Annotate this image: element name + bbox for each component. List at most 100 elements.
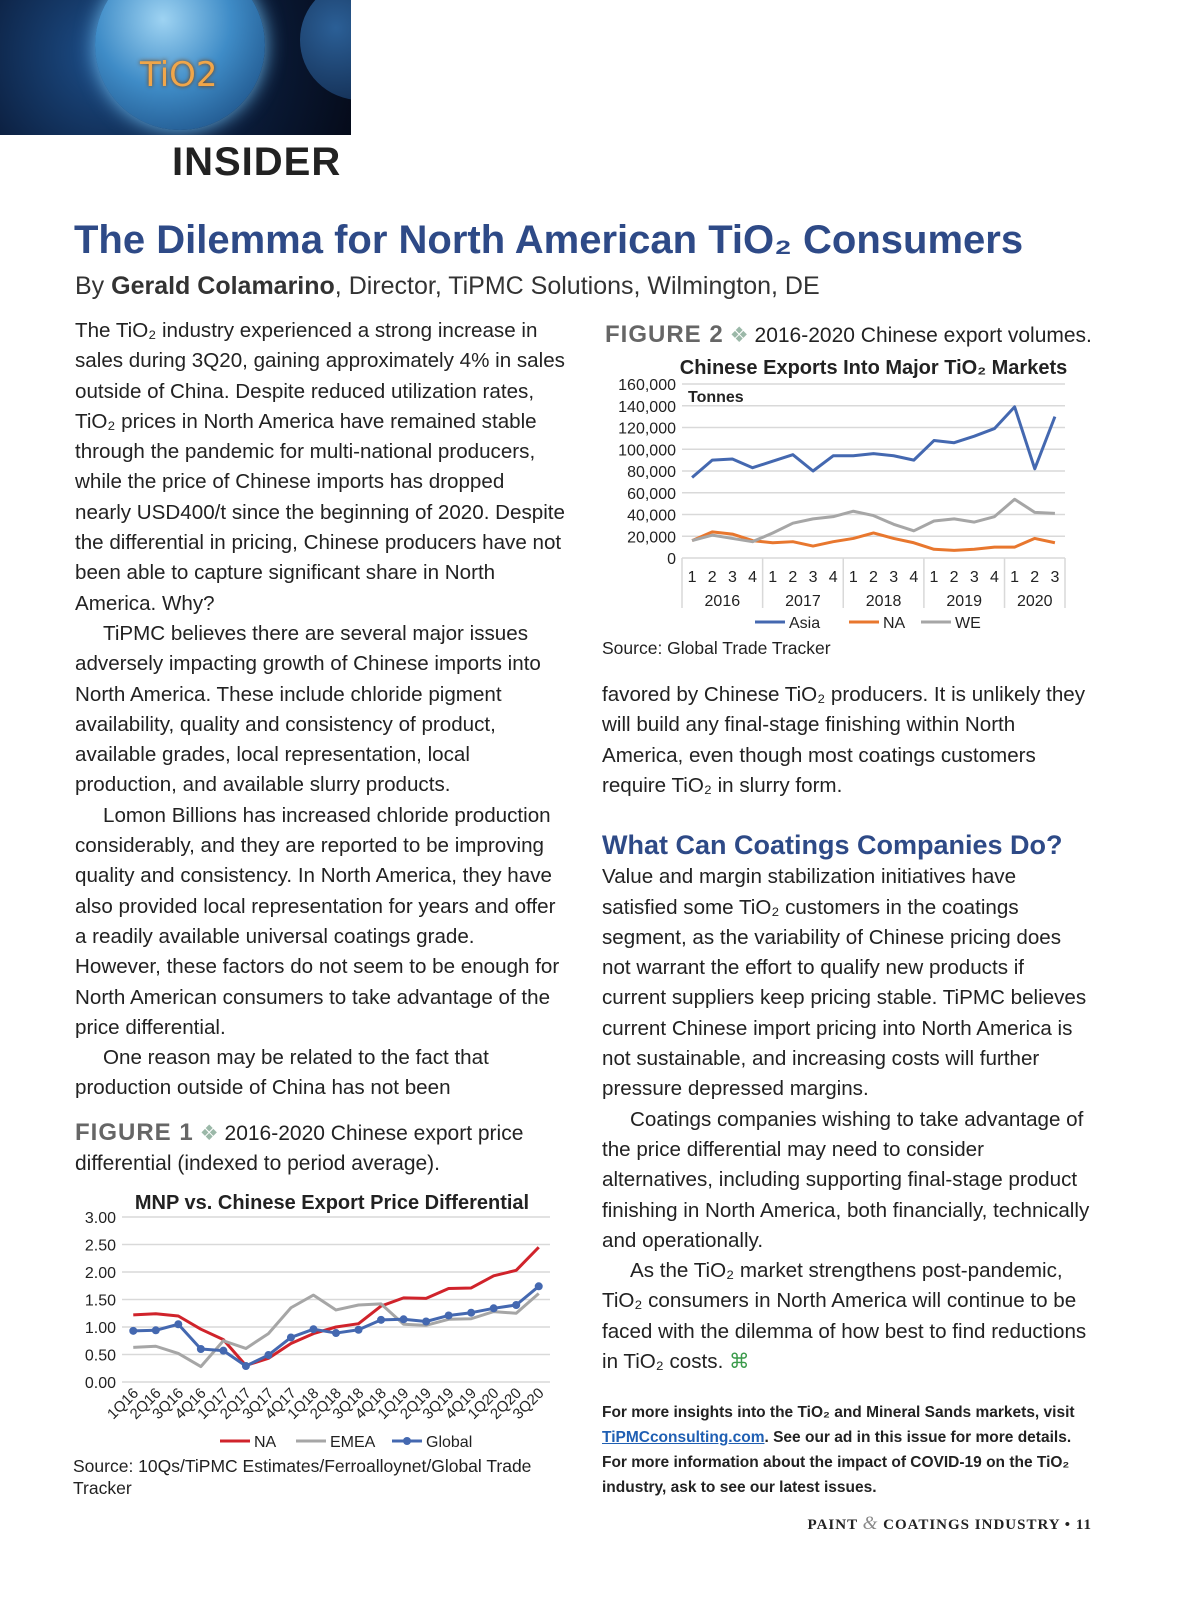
legend-marker [403,1437,411,1445]
subheading: What Can Coatings Companies Do? [602,830,1063,860]
data-point [354,1325,363,1334]
x-group-label: 2020 [1017,593,1053,610]
author: Gerald Colamarino [111,272,335,300]
caption-text: 2016-2020 Chinese export volumes. [754,324,1092,347]
chart-title: MNP vs. Chinese Export Price Differentia… [135,1192,529,1214]
y-tick-label: 160,000 [618,377,676,394]
sphere-graphic [95,0,265,130]
note-text: For more insights into the TiO₂ and Mine… [602,1404,1075,1421]
figure1-caption: FIGURE 1 ❖ 2016-2020 Chinese export price … [75,1118,565,1179]
diamond-icon: ❖ [199,1122,219,1145]
figure2-source: Source: Global Trade Tracker [602,638,831,658]
legend-label: Asia [789,615,820,632]
magazine-name: COATINGS INDUSTRY [878,1517,1061,1533]
x-tick-label: 3 [1050,569,1059,586]
legend-label: NA [254,1434,277,1451]
data-point [422,1317,431,1326]
y-tick-label: 0.50 [85,1348,116,1365]
end-mark-icon: ⌘ [729,1350,750,1374]
data-point [332,1329,340,1338]
x-tick-label: 1 [930,569,939,586]
x-tick-label: 2 [869,569,878,586]
x-tick-label: 4 [990,569,999,586]
data-point [264,1351,273,1360]
x-tick-label: 1 [688,569,697,586]
data-point [444,1311,453,1320]
x-group-label: 2019 [946,593,982,610]
data-point [534,1282,543,1291]
data-point [196,1345,205,1353]
x-tick-label: 2 [788,569,797,586]
y-tick-label: 0 [667,551,676,568]
y-tick-label: 1.00 [85,1320,116,1337]
x-tick-label: 3 [889,569,898,586]
paragraph: The TiO₂ industry experienced a strong i… [75,319,565,615]
x-tick-label: 2 [708,569,717,586]
x-tick-label: 1 [1010,569,1019,586]
legend-label: WE [955,615,981,632]
chart-title: Chinese Exports Into Major TiO₂ Markets [680,357,1068,379]
paragraph: TiPMC believes there are several major i… [75,621,541,797]
data-point [377,1315,386,1324]
legend-label: Global [426,1434,472,1451]
right-column: What Can Coatings Companies Do? Value an… [602,830,1092,1377]
data-point [399,1315,408,1324]
legend-label: NA [883,615,906,632]
paragraph: As the TiO₂ market strengthens post-pand… [602,1256,1092,1377]
series-line-emea [133,1292,540,1369]
data-point [174,1320,183,1329]
caption-text: 2016-2020 Chinese export price different… [75,1122,524,1175]
paragraph: favored by Chinese TiO₂ producers. It is… [602,683,1086,797]
figure-label: FIGURE 2 [605,321,724,348]
y-tick-label: 100,000 [618,442,676,459]
paragraph-text: As the TiO₂ market strengthens post-pand… [602,1259,1087,1374]
byline-prefix: By [75,272,112,300]
data-point [241,1362,250,1371]
paragraph: One reason may be related to the fact th… [75,1046,489,1100]
y-tick-label: 120,000 [618,421,676,438]
y-tick-label: 20,000 [627,529,676,546]
x-tick-label: 2 [950,569,959,586]
legend-label: EMEA [330,1434,376,1451]
page-footer: PAINT & COATINGS INDUSTRY • 11 [808,1513,1092,1535]
bullet: • [1064,1517,1072,1533]
data-point [467,1308,476,1317]
left-column: The TiO₂ industry experienced a strong i… [75,316,565,1104]
x-tick-label: 3 [728,569,737,586]
data-point [219,1346,228,1355]
x-tick-label: 4 [829,569,838,586]
data-point [286,1333,295,1342]
data-point [489,1304,498,1313]
byline: By Gerald Colamarino, Director, TiPMC So… [75,272,820,301]
data-point [512,1301,521,1309]
figure2-caption: FIGURE 2 ❖ 2016-2020 Chinese export volume… [605,320,1105,351]
y-tick-label: 2.00 [85,1265,116,1282]
y-tick-label: 2.50 [85,1238,116,1255]
x-tick-label: 1 [849,569,858,586]
paragraph: Lomon Billions has increased chloride pr… [75,803,560,1039]
paragraph: Value and margin stabilization initiativ… [602,865,1087,1101]
x-tick-label: 4 [748,569,757,586]
article-title: The Dilemma for North American TiO₂ Cons… [74,218,1024,262]
y-axis-label: Tonnes [688,389,744,406]
magazine-name: PAINT [807,1517,863,1533]
y-tick-label: 40,000 [627,508,676,525]
page-number: 11 [1075,1517,1092,1533]
series-line-asia [691,405,1057,479]
series-line-we [691,497,1056,544]
x-tick-label: 1 [768,569,777,586]
figure2-chart: Chinese Exports Into Major TiO₂ Markets 0… [618,357,1068,632]
right-column-top: favored by Chinese TiO₂ producers. It is… [602,680,1092,801]
section-title: INSIDER [172,140,342,184]
ampersand: & [862,1513,879,1534]
y-tick-label: 80,000 [627,464,676,481]
x-tick-label: 4 [909,569,918,586]
note-text: . See our ad in this issue for more deta… [602,1429,1072,1496]
website-link[interactable]: TiPMCconsulting.com [602,1429,765,1446]
y-tick-label: 3.00 [85,1210,116,1227]
x-group-label: 2018 [866,593,902,610]
figure1-chart: MNP vs. Chinese Export Price Differentia… [85,1192,550,1451]
x-tick-label: 2 [1030,569,1039,586]
y-tick-label: 60,000 [627,486,676,503]
